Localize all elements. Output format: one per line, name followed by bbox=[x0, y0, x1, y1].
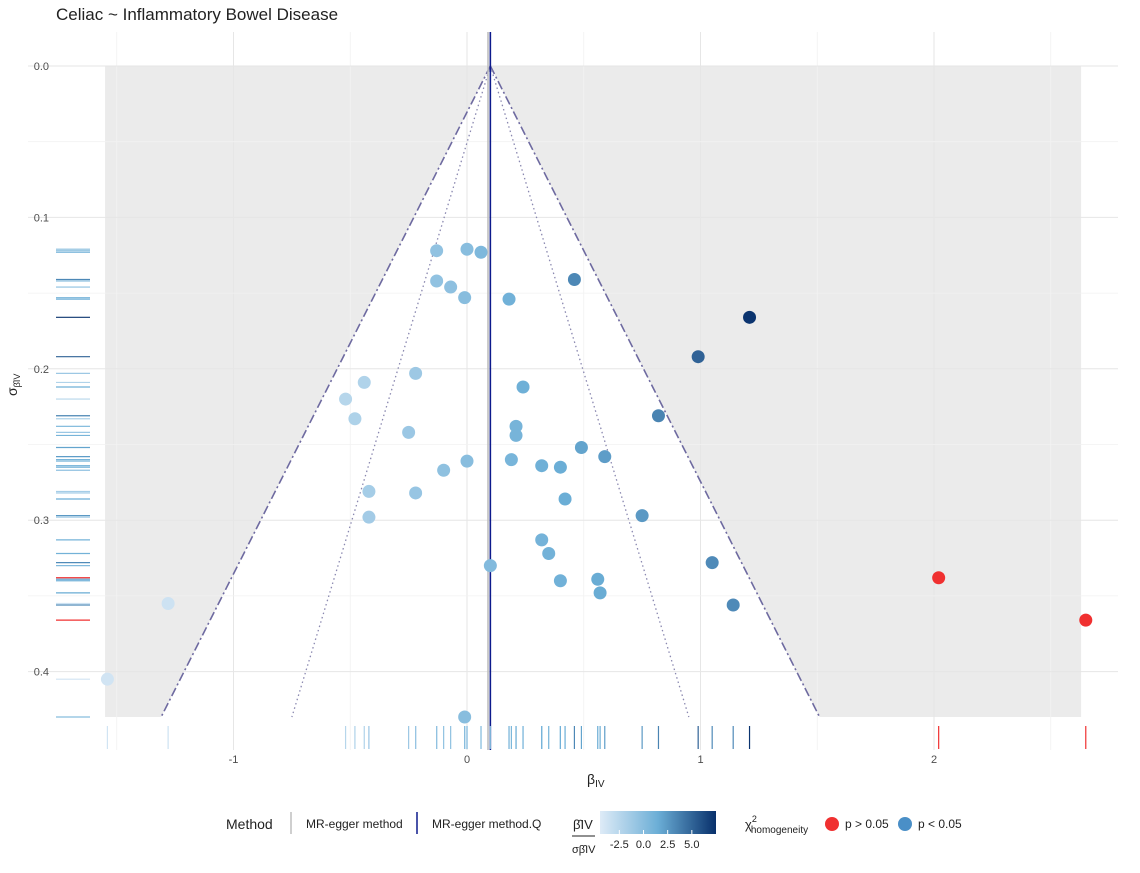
legend-gradient-tick-label: 5.0 bbox=[684, 839, 699, 851]
data-points bbox=[100, 242, 1093, 724]
legend-homogeneity-key-red bbox=[825, 817, 839, 831]
legend-gradient-ticks: -2.5 0.0 2.5 5.0 bbox=[610, 830, 699, 851]
data-point bbox=[402, 425, 416, 439]
legend-homogeneity-label-blue: p < 0.05 bbox=[918, 817, 962, 831]
x-tick-label: 0 bbox=[464, 754, 470, 766]
data-point bbox=[705, 556, 719, 570]
funnel-outer-right bbox=[489, 65, 821, 718]
x-tick-label: 2 bbox=[931, 754, 937, 766]
data-point bbox=[553, 574, 567, 588]
data-point bbox=[409, 486, 423, 500]
data-point bbox=[357, 375, 371, 389]
legend-homogeneity-label-red: p > 0.05 bbox=[845, 817, 889, 831]
data-point bbox=[504, 453, 518, 467]
data-point bbox=[100, 672, 114, 686]
data-point bbox=[161, 596, 175, 610]
data-point bbox=[502, 292, 516, 306]
data-point bbox=[483, 559, 497, 573]
x-axis-label: βIV bbox=[587, 771, 605, 790]
grid-lines bbox=[28, 32, 1118, 750]
data-point bbox=[460, 242, 474, 256]
x-axis-label-main: β bbox=[587, 771, 595, 787]
data-point bbox=[932, 571, 946, 585]
axes: -1 0 1 2 0.0 0.1 0.2 0.3 0.4 bbox=[34, 61, 937, 766]
data-point bbox=[444, 280, 458, 294]
estimate-lines bbox=[487, 32, 492, 750]
data-point bbox=[651, 409, 665, 423]
data-point bbox=[458, 291, 472, 305]
data-point bbox=[535, 459, 549, 473]
data-point bbox=[409, 366, 423, 380]
data-point bbox=[516, 380, 530, 394]
y-tick-label: 0.1 bbox=[34, 212, 49, 224]
data-point bbox=[458, 710, 472, 724]
rug-y bbox=[56, 248, 90, 718]
y-tick-label: 0.2 bbox=[34, 364, 49, 376]
data-point bbox=[542, 547, 556, 561]
legend-homogeneity-title-sub: homogeneity bbox=[751, 825, 808, 836]
data-point bbox=[509, 419, 523, 433]
y-tick-label: 0.3 bbox=[34, 515, 49, 527]
data-point bbox=[430, 244, 444, 258]
data-point bbox=[509, 428, 523, 442]
plot-area bbox=[105, 66, 1082, 718]
data-point bbox=[635, 509, 649, 523]
funnel-lines bbox=[160, 65, 821, 718]
data-point bbox=[743, 310, 757, 324]
data-point bbox=[460, 454, 474, 468]
data-point bbox=[691, 350, 705, 364]
y-axis-label-main: σ bbox=[4, 387, 20, 396]
legend-gradient-tick-label: 2.5 bbox=[660, 839, 675, 851]
data-point bbox=[362, 484, 376, 498]
y-axis-label-sub: β̂IV bbox=[12, 374, 22, 388]
funnel-outer-left bbox=[160, 65, 492, 718]
data-point bbox=[362, 510, 376, 524]
legend-gradient-tick-label: 0.0 bbox=[636, 839, 651, 851]
data-point bbox=[726, 598, 740, 612]
legend: Method MR-egger method MR-egger method.Q… bbox=[226, 811, 962, 856]
legend-method-item-egger: MR-egger method bbox=[306, 817, 403, 831]
x-axis-label-sub: IV bbox=[595, 779, 605, 790]
data-point bbox=[339, 392, 353, 406]
data-point bbox=[474, 245, 488, 259]
x-tick-label: -1 bbox=[229, 754, 239, 766]
data-point bbox=[598, 450, 612, 464]
legend-homogeneity-key-blue bbox=[898, 817, 912, 831]
legend-homogeneity-title-main: χ bbox=[745, 817, 752, 832]
x-tick-label: 1 bbox=[697, 754, 703, 766]
funnel-inner-right bbox=[489, 65, 690, 718]
legend-homogeneity-title-sup: 2 bbox=[752, 814, 757, 824]
data-point bbox=[535, 533, 549, 547]
legend-homogeneity-title: χ2 homogeneity bbox=[745, 814, 808, 836]
data-point bbox=[437, 463, 451, 477]
y-tick-label: 0.0 bbox=[34, 61, 49, 73]
data-point bbox=[553, 460, 567, 474]
data-point bbox=[574, 441, 588, 455]
legend-gradient-title-numerator: β̂IV bbox=[573, 817, 593, 832]
y-tick-label: 0.4 bbox=[34, 667, 49, 679]
legend-gradient-tick-label: -2.5 bbox=[610, 839, 629, 851]
data-point bbox=[430, 274, 444, 288]
rug-x bbox=[106, 726, 1087, 749]
data-point bbox=[558, 492, 572, 506]
data-point bbox=[567, 272, 581, 286]
funnel-inner-left bbox=[291, 65, 491, 718]
legend-method-title: Method bbox=[226, 816, 273, 832]
data-point bbox=[593, 586, 607, 600]
legend-gradient-bar bbox=[600, 811, 716, 834]
data-point bbox=[348, 412, 362, 426]
legend-gradient-title-denominator: σβ̂IV bbox=[572, 844, 596, 856]
y-axis-label: σβ̂IV bbox=[4, 374, 22, 396]
legend-method-item-egger-q: MR-egger method.Q bbox=[432, 817, 541, 831]
data-point bbox=[591, 572, 605, 586]
data-point bbox=[1079, 613, 1093, 627]
chart-title: Celiac ~ Inflammatory Bowel Disease bbox=[56, 5, 338, 24]
